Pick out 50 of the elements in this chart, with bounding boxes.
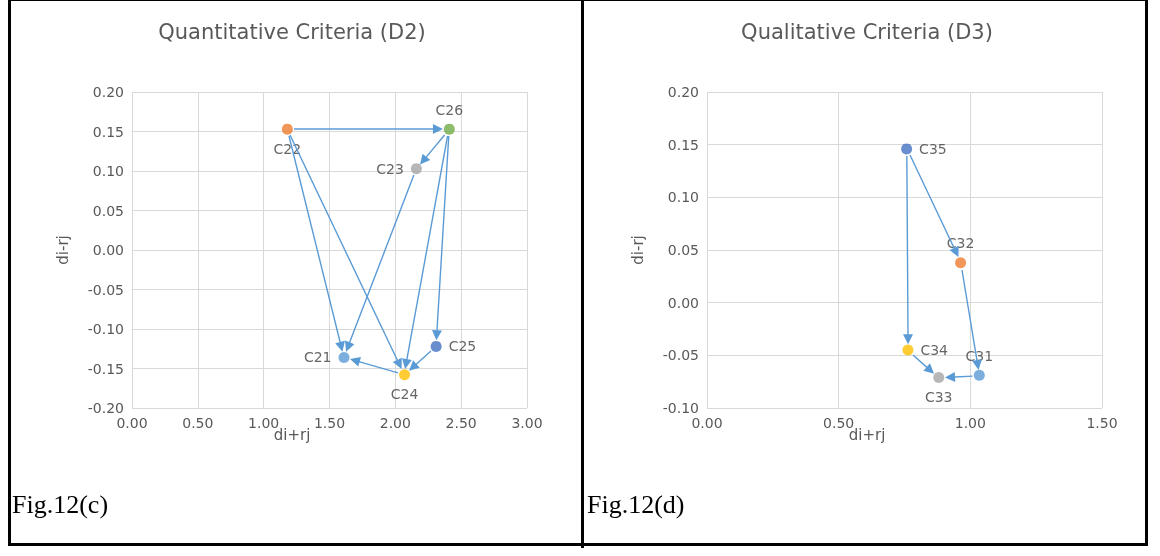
series-label: C35	[919, 140, 947, 157]
point	[933, 371, 945, 383]
y-tick-label: -0.10	[87, 321, 124, 337]
point	[973, 369, 985, 381]
x-tick-label: 1.00	[954, 415, 986, 431]
y-tick-label: 0.20	[92, 84, 124, 100]
y-tick-label: 0.00	[92, 242, 124, 258]
y-tick-label: -0.05	[662, 347, 699, 364]
y-tick-label: -0.05	[87, 281, 124, 298]
point	[281, 123, 293, 135]
series-label: C34	[920, 342, 949, 359]
point	[955, 257, 967, 269]
x-tick-label: 2.00	[379, 415, 411, 431]
x-tick-label: 0.00	[691, 415, 723, 431]
x-tick-label: 1.50	[1086, 415, 1118, 431]
series-label: C26	[435, 101, 464, 118]
x-tick-label: 3.00	[511, 415, 543, 431]
x-tick-label: 0.50	[182, 415, 214, 431]
y-tick-label: 0.10	[667, 189, 699, 206]
point	[902, 344, 914, 356]
legend-label: C21	[303, 349, 332, 366]
x-tick-label: 2.50	[445, 415, 477, 431]
point	[443, 123, 455, 135]
y-tick-label: 0.10	[92, 163, 124, 179]
y-tick-label: -0.10	[662, 400, 699, 416]
y-tick-label: 0.05	[92, 202, 124, 219]
point	[338, 351, 350, 363]
point	[430, 340, 442, 352]
y-tick-label: -0.15	[87, 360, 124, 377]
chart-title: Quantitative Criteria (D2)	[158, 19, 426, 44]
y-tick-label: -0.20	[87, 400, 124, 416]
caption: Fig.12(d)	[587, 490, 686, 520]
point	[901, 143, 913, 155]
y-tick-label: 0.15	[92, 123, 124, 140]
series-label: C23	[376, 160, 404, 177]
series-label: C24	[390, 386, 419, 403]
point	[399, 369, 411, 381]
y-tick-label: 0.05	[667, 242, 699, 258]
point	[410, 163, 422, 175]
y-tick-label: 0.00	[667, 294, 699, 311]
caption: Fig.12(c)	[12, 490, 110, 520]
series-label: C25	[448, 338, 477, 355]
x-tick-label: 0.00	[116, 415, 148, 431]
chart-title: Qualitative Criteria (D3)	[741, 19, 993, 44]
series-label: C33	[924, 388, 953, 405]
y-tick-label: 0.15	[667, 136, 699, 153]
x-tick-label: 1.50	[313, 415, 346, 431]
y-axis-title: di-rj	[628, 235, 647, 265]
y-axis-title: di-rj	[53, 235, 72, 265]
y-tick-label: 0.20	[667, 84, 699, 100]
